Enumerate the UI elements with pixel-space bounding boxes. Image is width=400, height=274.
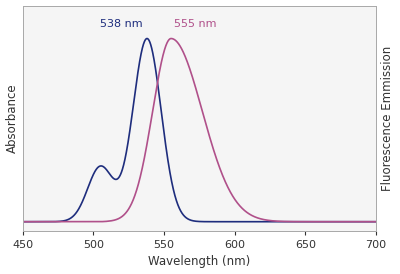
Text: 538 nm: 538 nm [100, 19, 143, 29]
X-axis label: Wavelength (nm): Wavelength (nm) [148, 255, 250, 269]
Text: 555 nm: 555 nm [174, 19, 216, 29]
Y-axis label: Absorbance: Absorbance [6, 83, 18, 153]
Y-axis label: Fluorescence Emmission: Fluorescence Emmission [382, 45, 394, 191]
